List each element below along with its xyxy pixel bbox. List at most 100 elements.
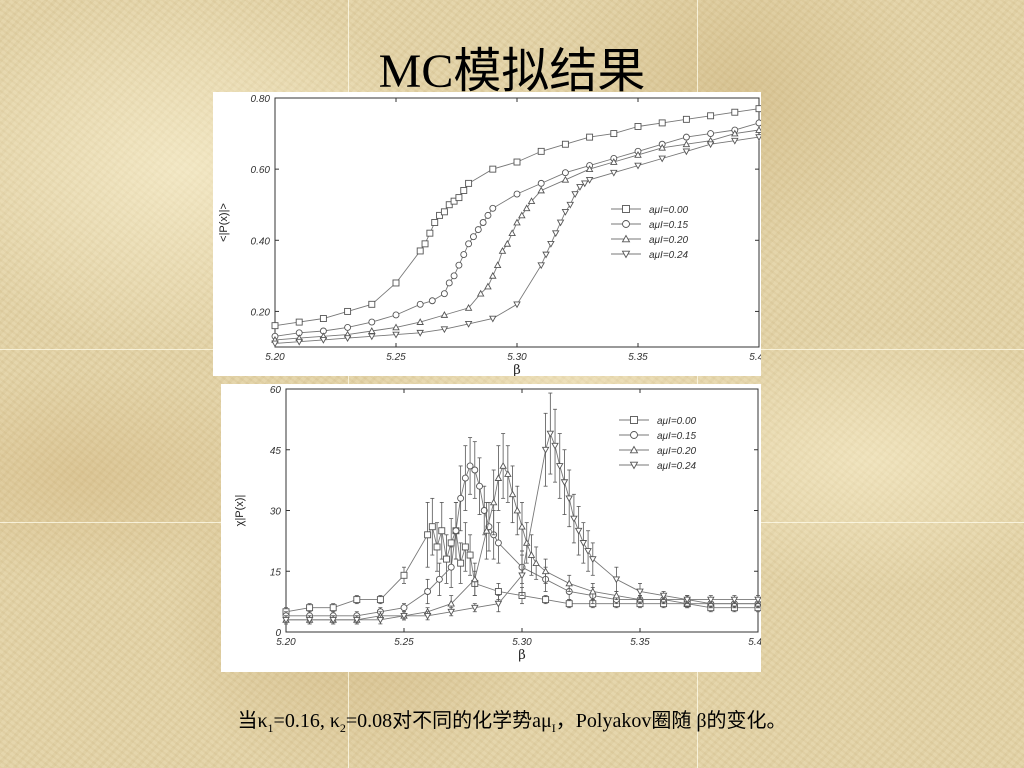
- x-tick-label: 5.25: [386, 352, 406, 363]
- data-point: [541, 446, 550, 454]
- slide-caption: 当κ1=0.16, κ2=0.08对不同的化学势aμI，Polyakov圈随 β…: [0, 704, 1024, 736]
- data-point: [476, 482, 483, 490]
- data-point: [537, 147, 545, 155]
- data-point: [416, 329, 424, 337]
- legend-marker: [629, 461, 639, 470]
- data-point: [566, 201, 575, 209]
- data-point: [731, 129, 739, 137]
- data-point: [464, 321, 473, 328]
- data-point: [659, 592, 668, 600]
- data-point: [612, 591, 621, 599]
- data-point: [421, 240, 429, 248]
- data-point: [376, 596, 384, 604]
- data-point: [571, 191, 579, 198]
- data-point: [730, 596, 739, 604]
- data-point: [344, 307, 352, 315]
- data-point: [658, 155, 666, 163]
- data-point: [271, 340, 279, 348]
- y-tick-label: 45: [270, 446, 282, 457]
- data-point: [731, 137, 739, 145]
- series-line: [274, 129, 760, 341]
- data-point: [561, 208, 570, 216]
- data-point: [493, 261, 502, 269]
- data-point: [541, 567, 550, 575]
- data-point: [484, 211, 492, 219]
- data-point: [518, 572, 526, 580]
- data-point: [471, 575, 479, 583]
- data-point: [489, 204, 497, 212]
- data-point: [518, 522, 526, 530]
- slide-title: MC模拟结果: [378, 45, 646, 98]
- data-point: [658, 119, 666, 127]
- data-point: [319, 337, 328, 344]
- data-point: [465, 179, 473, 187]
- y-tick-label: 0.80: [251, 94, 271, 105]
- x-tick-label: 5.20: [265, 352, 285, 363]
- data-point: [707, 130, 715, 138]
- legend-label: aμI=0.24: [657, 461, 697, 472]
- data-point: [471, 604, 479, 612]
- data-point: [585, 165, 594, 172]
- x-tick-label: 5.30: [512, 637, 532, 648]
- polyakov-loop-plot: 5.20 5.25 5.30 5.35 5.40 0.20 0.40 0.60 0.80 β <|P…: [218, 94, 761, 376]
- data-point: [445, 279, 453, 287]
- data-point: [400, 571, 408, 579]
- data-point: [424, 588, 432, 595]
- data-point: [392, 323, 400, 331]
- legend-label: aμI=0.15: [657, 431, 697, 442]
- data-point: [436, 211, 444, 219]
- data-point: [443, 555, 450, 563]
- data-point: [428, 523, 436, 531]
- data-point: [431, 219, 439, 226]
- data-point: [570, 515, 578, 523]
- caption-prefix: 当κ: [237, 710, 268, 732]
- data-point: [634, 123, 642, 130]
- series-3: [271, 134, 761, 348]
- data-point: [450, 197, 458, 205]
- data-point: [474, 226, 482, 234]
- data-point: [392, 331, 400, 339]
- data-point: [755, 119, 761, 127]
- y-tick-label: 0.20: [251, 307, 271, 318]
- data-point: [445, 201, 453, 209]
- x-tick-label: 5.30: [507, 352, 527, 363]
- data-point: [329, 604, 337, 612]
- data-point: [392, 279, 400, 287]
- data-point: [527, 551, 536, 558]
- data-point: [508, 490, 517, 498]
- data-point: [755, 126, 761, 133]
- data-point: [344, 323, 352, 331]
- y-tick-label: 15: [270, 567, 282, 578]
- data-point: [634, 162, 642, 170]
- data-point: [426, 229, 434, 237]
- caption-k2-sub: 2: [339, 721, 346, 735]
- data-point: [513, 158, 521, 166]
- data-point: [589, 556, 597, 564]
- data-point: [471, 466, 479, 474]
- data-point: [682, 140, 691, 148]
- data-point: [547, 240, 555, 248]
- legend-marker: [621, 250, 631, 259]
- data-point: [503, 239, 512, 247]
- data-point: [586, 133, 594, 141]
- data-point: [585, 176, 594, 184]
- x-axis-label: β: [518, 648, 526, 663]
- data-point: [522, 204, 531, 212]
- data-point: [423, 612, 432, 620]
- data-point: [271, 322, 279, 330]
- data-point: [457, 494, 465, 502]
- data-point: [610, 158, 618, 165]
- polyakov-loop-chart: 5.20 5.25 5.30 5.35 5.40 0.20 0.40 0.60 0.80 β <|P…: [213, 92, 761, 376]
- data-point: [461, 543, 469, 551]
- data-point: [707, 596, 715, 604]
- data-point: [440, 290, 448, 298]
- data-point: [513, 218, 521, 226]
- x-tick-label: 5.20: [276, 637, 296, 648]
- data-point: [368, 300, 376, 308]
- x-tick-label: 5.40: [749, 352, 761, 363]
- data-point: [282, 616, 290, 624]
- data-point: [433, 543, 441, 551]
- legend-label: aμI=0.24: [649, 250, 689, 261]
- data-point: [551, 442, 559, 450]
- data-point: [447, 608, 455, 616]
